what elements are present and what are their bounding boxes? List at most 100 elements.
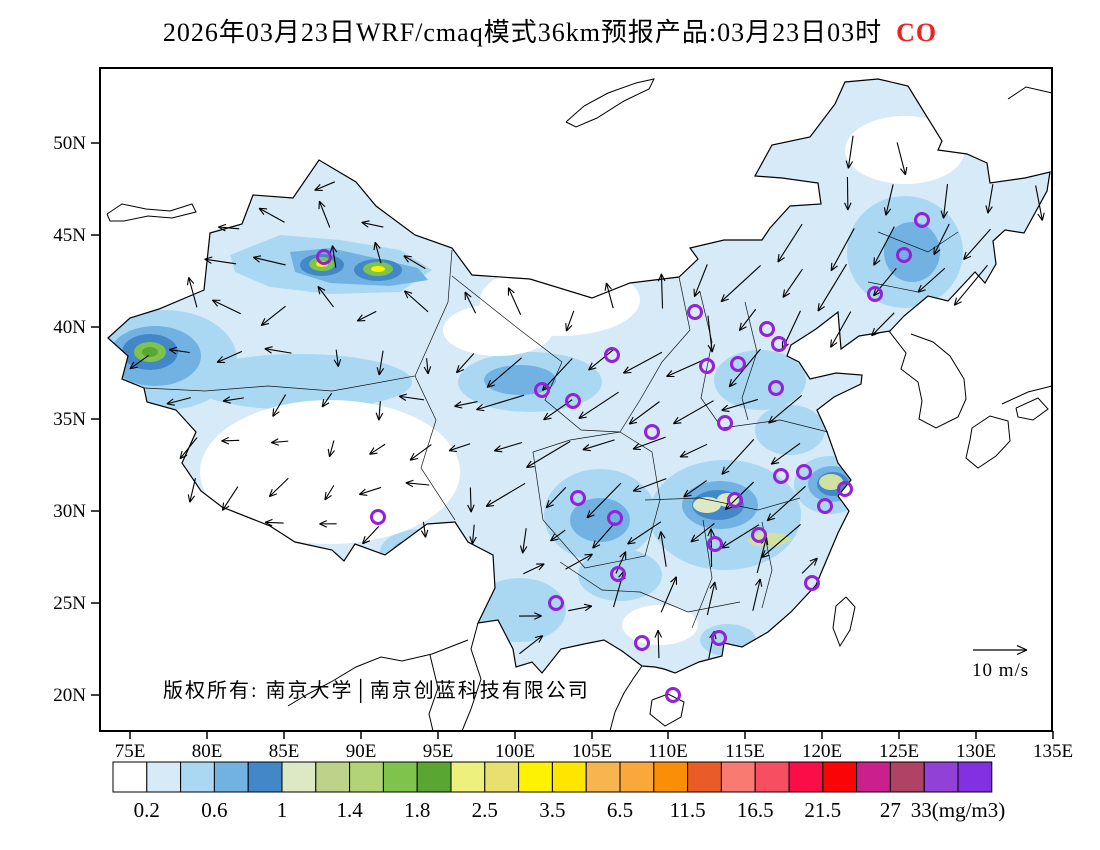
colorbar-label: 6.5 bbox=[607, 798, 633, 822]
map-frame-and-axes: 50N 45N 40N 35N 30N 25N 20N 75E 80E 85E 90E 95E 100E… bbox=[53, 67, 1073, 762]
wind-arrow bbox=[720, 265, 761, 303]
colorbar-cell bbox=[382, 761, 418, 793]
city-marker-shijiazhuang bbox=[730, 356, 746, 372]
colorbar-cell bbox=[551, 761, 587, 793]
wind-arrow bbox=[632, 478, 667, 493]
wind-arrow bbox=[660, 576, 678, 613]
wind-arrow bbox=[376, 350, 385, 376]
fill-blob bbox=[380, 529, 464, 575]
colorbar-label: 27 bbox=[880, 798, 901, 822]
wind-arrow bbox=[317, 286, 334, 308]
colorbar-cell bbox=[281, 761, 317, 793]
wind-arrow bbox=[270, 438, 289, 446]
lon-tick-label: 120E bbox=[802, 741, 842, 762]
wind-arrow bbox=[318, 200, 331, 228]
wind-arrow bbox=[565, 310, 575, 332]
wind-arrow bbox=[464, 291, 477, 314]
city-marker-shenyang bbox=[867, 286, 883, 302]
lat-tick-label: 30N bbox=[53, 501, 86, 522]
lat-tick-label: 25N bbox=[53, 593, 86, 614]
wind-arrow bbox=[221, 436, 240, 445]
city-marker-changchun bbox=[896, 247, 912, 263]
city-marker-yinchuan bbox=[604, 347, 620, 363]
wind-arrow bbox=[933, 223, 950, 256]
wind-arrow bbox=[211, 299, 241, 315]
colorbar-cell bbox=[518, 761, 553, 793]
colorbar-cell bbox=[112, 761, 148, 793]
wind-arrow bbox=[706, 581, 717, 616]
city-marker-zhengzhou bbox=[717, 415, 733, 431]
city-marker-nanning bbox=[634, 635, 650, 651]
neighbor-coastline bbox=[461, 622, 482, 732]
city-marker-lhasa bbox=[370, 509, 386, 525]
lon-tick-label: 100E bbox=[495, 741, 535, 762]
fill-blob bbox=[415, 548, 425, 554]
province-boundary bbox=[741, 301, 758, 421]
city-marker-fuzhou bbox=[804, 575, 820, 591]
wind-arrow bbox=[324, 485, 335, 501]
wind-arrow bbox=[476, 394, 525, 412]
city-marker-tianjin bbox=[771, 336, 787, 352]
lon-tick-label: 130E bbox=[956, 741, 996, 762]
wind-arrow bbox=[129, 354, 149, 370]
wind-arrow bbox=[405, 479, 430, 488]
wind-arrow bbox=[373, 241, 382, 264]
wind-arrow bbox=[917, 267, 946, 293]
province-boundary bbox=[639, 591, 741, 613]
wind-arrow bbox=[721, 398, 759, 412]
neighbor-coastline bbox=[106, 203, 197, 222]
wind-arrow bbox=[963, 228, 991, 261]
lon-tick-label: 90E bbox=[346, 741, 377, 762]
wind-arrow bbox=[578, 391, 619, 419]
city-marker-hangzhou bbox=[817, 498, 833, 514]
province-boundary bbox=[691, 519, 713, 629]
colorbar-label: 2.5 bbox=[472, 798, 498, 822]
wind-arrow bbox=[768, 395, 803, 424]
fill-blob bbox=[188, 354, 412, 410]
province-boundary bbox=[532, 431, 661, 569]
wind-arrow bbox=[258, 207, 285, 223]
wind-arrow bbox=[260, 305, 286, 326]
city-marker-xining bbox=[534, 382, 550, 398]
wind-arrow bbox=[403, 290, 429, 313]
city-marker-beijing bbox=[759, 321, 775, 337]
china-border bbox=[107, 78, 1051, 674]
city-marker-changsha bbox=[707, 536, 723, 552]
wind-arrow bbox=[168, 346, 190, 355]
colorbar-cell bbox=[619, 761, 655, 793]
fill-blob bbox=[570, 498, 630, 542]
wind-arrow bbox=[883, 184, 894, 216]
fill-blob bbox=[142, 347, 158, 357]
lat-tick-label: 40N bbox=[53, 317, 86, 338]
wind-arrow bbox=[398, 393, 425, 401]
copyright-text: 版权所有: 南京大学│南京创蓝科技有限公司 bbox=[163, 680, 590, 702]
wind-arrow bbox=[622, 351, 663, 374]
wind-arrow bbox=[545, 487, 567, 509]
neighbor-coastline bbox=[832, 596, 856, 648]
neighbor-coastline bbox=[287, 639, 469, 707]
fill-blob bbox=[371, 266, 385, 272]
wind-arrow bbox=[588, 349, 614, 371]
wind-arrow bbox=[204, 256, 237, 265]
fill-blob bbox=[746, 532, 792, 547]
wind-arrow bbox=[693, 264, 708, 298]
wind-arrow bbox=[657, 273, 666, 309]
fill-blob bbox=[484, 365, 556, 395]
wind-arrow bbox=[777, 223, 803, 263]
city-marker-wuhan bbox=[727, 492, 743, 508]
colorbar-cell bbox=[822, 761, 858, 793]
colorbar-cell bbox=[889, 761, 925, 793]
wind-arrow bbox=[565, 553, 593, 570]
lon-tick-label: 135E bbox=[1033, 741, 1073, 762]
wind-arrow bbox=[721, 439, 755, 475]
wind-scale-arrow-head bbox=[1016, 644, 1028, 651]
fill-blob bbox=[714, 350, 806, 410]
map-frame bbox=[99, 67, 1053, 732]
colorbar-cell bbox=[315, 761, 351, 793]
wind-arrow bbox=[321, 392, 333, 408]
neighbor-coastline bbox=[428, 654, 439, 732]
city-marker-jinan bbox=[768, 380, 784, 396]
wind-scale-arrow bbox=[973, 644, 1028, 656]
wind-arrow bbox=[568, 603, 593, 612]
